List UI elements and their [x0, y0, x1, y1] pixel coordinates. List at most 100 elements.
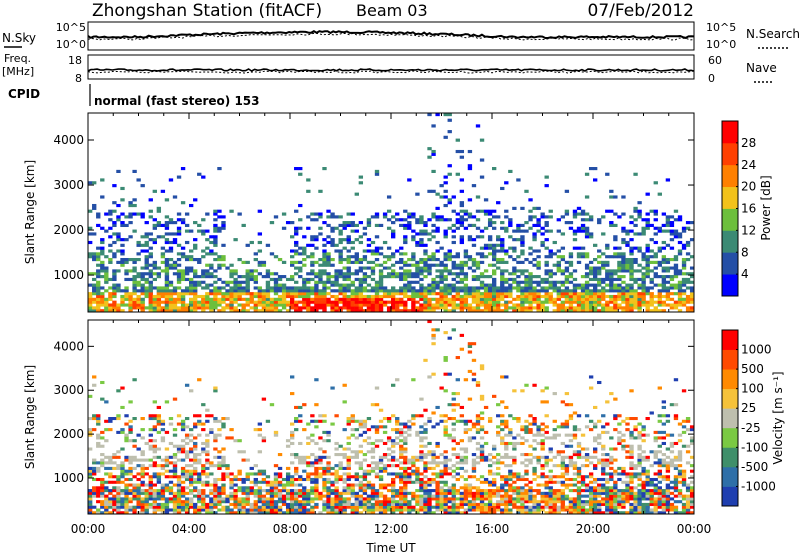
- range-cell: [419, 478, 423, 481]
- range-cell: [318, 190, 322, 193]
- range-cell: [141, 289, 145, 292]
- range-cell: [338, 503, 342, 506]
- range-cell: [617, 306, 621, 309]
- range-cell: [197, 306, 201, 309]
- range-cell: [347, 241, 351, 244]
- range-cell: [326, 261, 330, 264]
- range-cell: [625, 230, 629, 233]
- range-cell: [460, 503, 464, 506]
- range-cell: [545, 484, 549, 487]
- range-cell: [565, 306, 569, 309]
- range-cell: [246, 278, 250, 281]
- range-cell: [217, 492, 221, 495]
- range-cell: [347, 436, 351, 439]
- colorbar-block: [722, 252, 738, 274]
- range-cell: [359, 450, 363, 453]
- range-cell: [565, 261, 569, 264]
- range-cell: [423, 295, 427, 298]
- range-cell: [427, 258, 431, 261]
- range-cell: [460, 286, 464, 289]
- range-cell: [153, 447, 157, 450]
- range-cell: [464, 289, 468, 292]
- range-cell: [120, 298, 124, 301]
- range-cell: [448, 252, 452, 255]
- range-cell: [553, 241, 557, 244]
- range-cell: [363, 497, 367, 500]
- range-cell: [193, 481, 197, 484]
- range-cell: [193, 506, 197, 509]
- range-cell: [581, 218, 585, 221]
- range-cell: [439, 261, 443, 264]
- range-cell: [637, 278, 641, 281]
- range-cell: [262, 481, 266, 484]
- range-cell: [403, 484, 407, 487]
- range-cell: [431, 281, 435, 284]
- range-cell: [112, 224, 116, 227]
- range-cell: [472, 453, 476, 456]
- range-cell: [181, 292, 185, 295]
- range-cell: [128, 456, 132, 459]
- range-cell: [120, 461, 124, 464]
- range-cell: [383, 506, 387, 509]
- range-cell: [472, 298, 476, 301]
- range-cell: [472, 475, 476, 478]
- range-cell: [464, 484, 468, 487]
- range-cell: [500, 281, 504, 284]
- range-cell: [359, 420, 363, 423]
- range-cell: [326, 255, 330, 258]
- range-cell: [395, 261, 399, 264]
- range-cell: [597, 261, 601, 264]
- range-cell: [233, 503, 237, 506]
- range-cell: [444, 298, 448, 301]
- range-cell: [613, 289, 617, 292]
- range-cell: [565, 210, 569, 213]
- range-cell: [532, 508, 536, 511]
- range-cell: [229, 210, 233, 213]
- range-cell: [359, 289, 363, 292]
- range-cell: [181, 247, 185, 250]
- range-cell: [637, 292, 641, 295]
- range-cell: [173, 195, 177, 198]
- range-cell: [112, 295, 116, 298]
- noise-panel: N.Sky 10^5 10^0 10^5 10^0 N.Search: [2, 21, 800, 51]
- range-cell: [237, 439, 241, 442]
- range-cell: [658, 289, 662, 292]
- range-cell: [403, 289, 407, 292]
- range-cell: [468, 198, 472, 201]
- range-cell: [266, 244, 270, 247]
- range-cell: [460, 218, 464, 221]
- range-cell: [229, 281, 233, 284]
- range-cell: [528, 453, 532, 456]
- range-cell: [399, 267, 403, 270]
- range-cell: [403, 238, 407, 241]
- range-cell: [306, 244, 310, 247]
- range-cell: [444, 467, 448, 470]
- range-cell: [322, 486, 326, 489]
- range-cell: [646, 303, 650, 306]
- range-cell: [205, 467, 209, 470]
- range-cell: [403, 261, 407, 264]
- range-cell: [444, 484, 448, 487]
- range-cell: [314, 470, 318, 473]
- range-cell: [492, 461, 496, 464]
- range-cell: [464, 447, 468, 450]
- range-cell: [435, 461, 439, 464]
- range-cell: [294, 417, 298, 420]
- range-cell: [516, 506, 520, 509]
- range-cell: [310, 481, 314, 484]
- range-cell: [209, 508, 213, 511]
- range-cell: [306, 298, 310, 301]
- y-tick-label: 4000: [53, 133, 84, 147]
- range-cell: [617, 269, 621, 272]
- range-cell: [185, 267, 189, 270]
- range-cell: [165, 503, 169, 506]
- range-cell: [435, 193, 439, 196]
- range-cell: [460, 235, 464, 238]
- range-cell: [314, 495, 318, 498]
- range-cell: [387, 459, 391, 462]
- range-cell: [278, 495, 282, 498]
- range-cell: [185, 292, 189, 295]
- range-cell: [128, 497, 132, 500]
- range-cell: [310, 213, 314, 216]
- range-cell: [391, 445, 395, 448]
